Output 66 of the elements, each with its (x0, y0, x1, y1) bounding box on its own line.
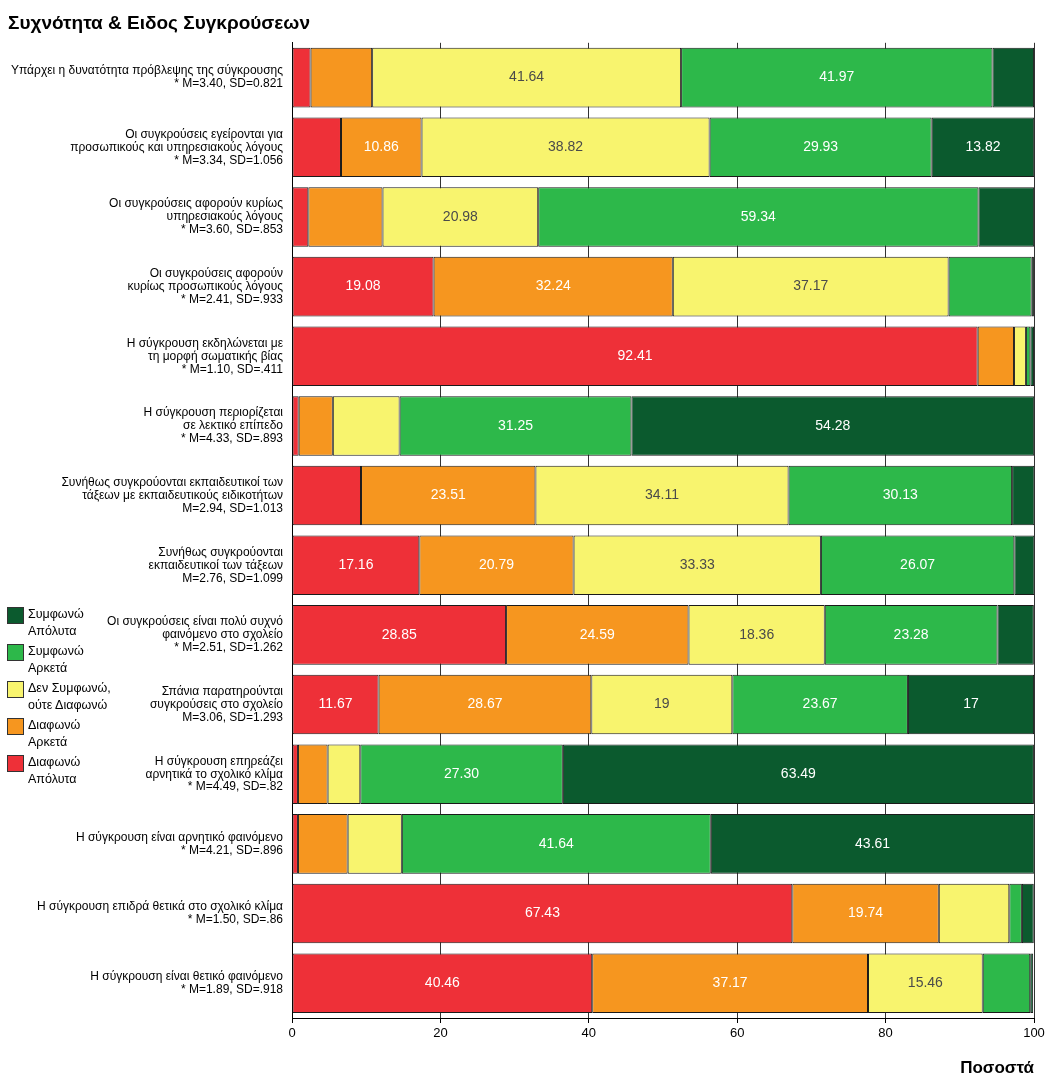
data-label: 41.97 (819, 68, 855, 85)
y-tick-label: Οι συγκρούσεις αφορούν κυρίως προσωπικούς λόγους * M=2.41, SD=.933 (127, 265, 284, 306)
data-label: 67.43 (524, 904, 561, 921)
y-tick-label: Σπάνια παρατηρούνται συγκρούσεις στο σχολείο M=3.06, SD=1.293 (149, 683, 284, 724)
data-label: 43.61 (855, 834, 891, 851)
y-tick-label: Η σύγκρουση επιδρά θετικά στο σχολικό κλίμα * M=1.50, SD=.86 (37, 899, 284, 927)
legend-label: Διαφωνώ Απόλυτα (28, 754, 82, 788)
data-label: 11.67 (318, 695, 353, 712)
data-label: 19.08 (345, 277, 381, 294)
data-label: 27.30 (444, 765, 480, 782)
legend-label: Συμφωνώ Απόλυτα (28, 607, 84, 638)
data-label: 26.07 (900, 556, 936, 573)
y-tick-label: Υπάρχει η δυνατότητα πρόβλεψης της σύγκρουσης * M=3.40, SD=0.821 (11, 63, 284, 91)
data-label: 20.98 (442, 207, 479, 224)
data-label: 32.24 (535, 277, 571, 294)
data-label: 23.67 (802, 695, 838, 712)
data-label: 37.17 (712, 974, 748, 991)
data-label: 24.59 (579, 625, 616, 642)
data-label: 28.67 (467, 695, 503, 712)
data-label: 59.34 (740, 207, 777, 224)
y-tick-label: Η σύγκρουση είναι αρνητικό φαινόμενο * M=4.21, SD=.896 (75, 829, 284, 857)
x-tick-label: 20 (433, 1025, 448, 1041)
data-label: 37.17 (793, 277, 829, 294)
y-tick-label: Η σύγκρουση είναι θετικό φαινόμενο * M=1.89, SD=.918 (90, 969, 284, 996)
data-label: 92.41 (617, 347, 653, 364)
x-tick-label: 80 (878, 1025, 893, 1041)
y-tick-label: Η σύγκρουση εκδηλώνεται με τη μορφή σωματικής βίας * M=1.10, SD=.411 (126, 335, 284, 376)
data-label: 28.85 (381, 625, 418, 642)
data-label: 38.82 (548, 138, 584, 155)
data-label: 10.86 (363, 138, 399, 155)
data-label: 17.16 (338, 556, 374, 573)
data-label: 20.79 (478, 556, 515, 573)
data-label: 29.93 (803, 138, 839, 155)
data-label: 63.49 (780, 765, 817, 782)
y-tick-label: Συνήθως συγκρούονται εκπαιδευτικοί των τάξεων M=2.76, SD=1.099 (148, 544, 284, 585)
legend-label: Διαφωνώ Αρκετά (28, 717, 82, 751)
y-tick-label: Οι συγκρούσεις εγείρονται για προσωπικούς και υπηρεσιακούς λόγους * M=3.34, SD=1.056 (70, 126, 284, 167)
data-label: 54.28 (815, 416, 851, 433)
data-label: 40.46 (424, 974, 461, 991)
data-label: 19 (654, 695, 670, 712)
x-axis-title: Ποσοστά (960, 1058, 1035, 1078)
data-label: 34.11 (645, 486, 680, 503)
y-tick-label: Συνήθως συγκρούονται εκπαιδευτικοί των τάξεων με εκπαιδευτικούς ειδικοτήτων M=2.94, SD=1.013 (61, 474, 284, 515)
y-tick-label: Η σύγκρουση περιορίζεται σε λεκτικό επίπεδο * M=4.33, SD=.893 (143, 405, 284, 446)
data-label: 30.13 (882, 486, 919, 503)
chart-title: Συχνότητα & Ειδος Συγκρούσεων (8, 11, 310, 33)
legend-label: Δεν Συμφωνώ, ούτε Διαφωνώ (28, 680, 112, 714)
data-label: 23.28 (893, 625, 929, 642)
x-tick-label: 100 (1023, 1025, 1045, 1041)
x-tick-label: 0 (288, 1025, 296, 1041)
y-tick-label: Οι συγκρούσεις είναι πολύ συχνό φαινόμενο στο σχολείο * M=2.51, SD=1.262 (107, 614, 284, 655)
data-label: 33.33 (679, 556, 715, 573)
data-label: 18.36 (739, 625, 775, 642)
x-tick-label: 60 (729, 1025, 745, 1041)
data-label: 41.64 (538, 834, 575, 851)
data-label: 17 (963, 695, 979, 712)
data-label: 41.64 (509, 68, 545, 85)
data-label: 15.46 (907, 974, 944, 991)
data-label: 19.74 (848, 904, 884, 921)
y-tick-label: Οι συγκρούσεις αφορούν κυρίως υπηρεσιακούς λόγους * M=3.60, SD=.853 (109, 196, 284, 237)
data-label: 31.25 (498, 416, 534, 433)
legend-label: Συμφωνώ Αρκετά (28, 643, 85, 677)
y-tick-label: Η σύγκρουση επηρεάζει αρνητικά το σχολικό κλίμα * M=4.49, SD=.82 (145, 753, 284, 794)
data-label: 13.82 (965, 138, 1001, 155)
data-label: 23.51 (430, 486, 466, 503)
x-tick-label: 40 (581, 1025, 597, 1041)
